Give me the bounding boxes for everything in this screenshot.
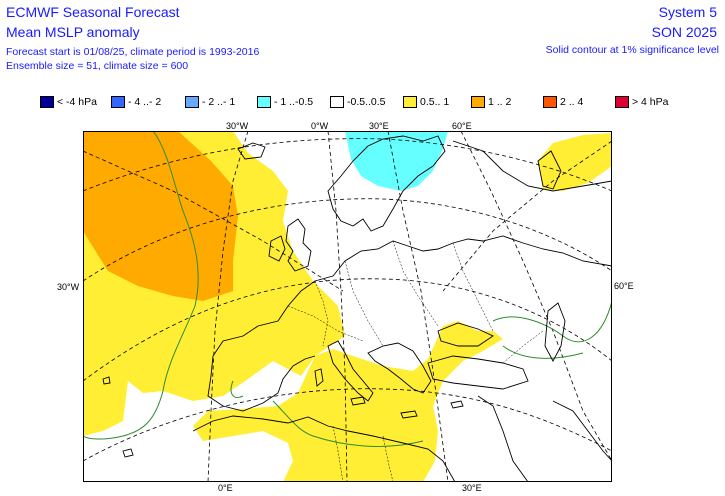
grid-line [387,131,449,482]
system-label: System 5 [658,4,717,20]
chart-subtitle: Mean MSLP anomaly [6,24,140,40]
coastline-black-sea [437,322,494,347]
country-border [392,240,439,327]
country-border [382,435,394,482]
legend-item: < -4 hPa [40,94,97,110]
forecast-info: Forecast start is 01/08/25, climate peri… [6,46,260,58]
coastline-canaries [122,448,134,458]
legend-item: 0.5.. 1 [403,94,449,110]
legend-swatch [543,96,557,108]
country-borders [287,240,544,482]
legend-label: > 4 hPa [632,96,669,108]
coastline-iberia [207,355,316,412]
country-border [502,330,544,364]
coastline-british-isles [285,218,312,272]
legend-item: 2 .. 4 [543,94,583,110]
legend-label: -0.5..0.5 [347,96,386,108]
legend-item: - 1 ..-0.5 [257,94,313,110]
legend-item: 1 .. 2 [471,94,511,110]
lat-label-left-30w: 30°W [57,282,80,292]
grid-line [83,388,612,462]
country-border [452,242,494,332]
legend-label: - 2 ..- 1 [202,96,236,108]
ensemble-info: Ensemble size = 51, climate size = 600 [6,60,189,72]
graticule [83,131,612,482]
legend-label: - 1 ..-0.5 [274,96,314,108]
country-border [332,425,344,482]
coastline-persian-gulf [552,400,612,462]
lon-label-top-0: 0°W [311,121,329,131]
anomaly-map [83,131,612,482]
season-label: SON 2025 [651,24,717,40]
coastline-iceland [237,142,266,160]
significance-contour [83,131,199,440]
grid-line [83,150,344,292]
legend-label: < -4 hPa [57,96,97,108]
coastline-cyprus [450,400,464,409]
legend-swatch [111,96,125,108]
coastline-italy [327,340,374,402]
legend-item: -0.5..0.5 [330,94,386,110]
legend-swatch [330,96,344,108]
coastline-ireland [268,235,286,262]
anomaly-region-cyan-scandinavia [345,131,448,191]
grid-line [442,140,612,292]
lat-label-right-60e: 60°E [614,281,634,291]
legend-swatch [403,96,417,108]
coastline-novaya-zemlya [537,150,562,190]
country-border [314,280,329,347]
coastline-arabia [477,395,529,482]
lon-label-top-60e: 60°E [452,121,472,131]
significance-note: Solid contour at 1% significance level [545,44,719,56]
grid-line [207,131,249,482]
chart-title: ECMWF Seasonal Forecast [6,4,180,20]
coastline-sicily [350,396,366,406]
legend-swatch [40,96,54,108]
grid-line [83,138,612,192]
coastline-sardinia [314,368,324,387]
legend-label: - 4 ..- 2 [128,96,162,108]
map-frame [83,131,612,482]
coastline-arctic [452,140,612,192]
country-border [344,260,384,347]
significance-contour [272,400,424,447]
legend-swatch [615,96,629,108]
grid-line [83,278,612,382]
coastline-scandinavia [327,135,446,232]
legend-swatch [471,96,485,108]
anomaly-region-yellow-mediterranean [193,321,503,482]
lon-label-bottom-30e: 30°E [462,483,482,493]
lon-label-top-30e: 30°E [369,121,389,131]
lon-label-top-30w: 30°W [226,121,249,131]
coastline-balkans [367,342,432,394]
legend-swatch [257,96,271,108]
legend-label: 0.5.. 1 [420,96,450,108]
grid-line [83,198,612,282]
coastline-turkey [427,355,529,390]
legend-label: 2 .. 4 [560,96,584,108]
grid-line [460,131,612,462]
legend-item: - 4 ..- 2 [111,94,161,110]
legend-swatch [185,96,199,108]
significance-contour [502,345,584,359]
coastline-north-africa [192,415,456,482]
anomaly-region-orange-atlantic [83,131,238,301]
lon-label-bottom-0: 0°E [218,483,233,493]
legend: < -4 hPa - 4 ..- 2 - 2 ..- 1 - 1 ..-0.5 … [40,94,680,110]
legend-item: > 4 hPa [615,94,669,110]
anomaly-region-yellow-northeast [538,133,612,191]
coastline-azores [102,376,111,385]
coastline-caspian [544,302,566,362]
significance-contour [230,380,244,398]
legend-item: - 2 ..- 1 [185,94,235,110]
legend-label: 1 .. 2 [488,96,512,108]
coastline-crete [400,410,418,419]
